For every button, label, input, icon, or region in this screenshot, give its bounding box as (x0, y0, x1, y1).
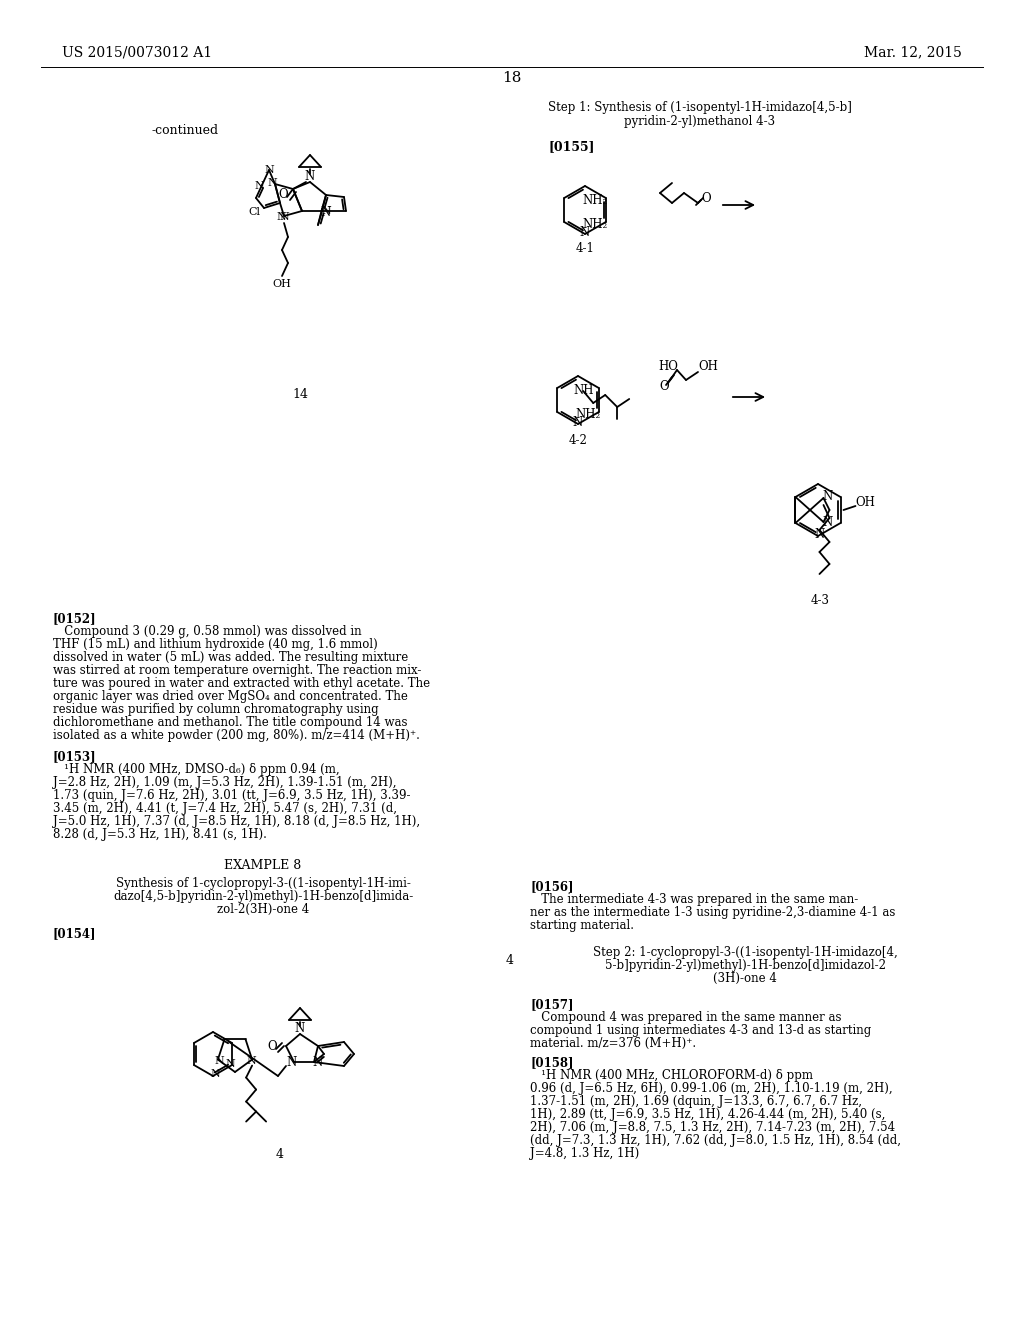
Text: OH: OH (855, 495, 876, 508)
Text: N: N (321, 206, 331, 219)
Text: N: N (295, 1023, 305, 1035)
Text: 8.28 (d, J=5.3 Hz, 1H), 8.41 (s, 1H).: 8.28 (d, J=5.3 Hz, 1H), 8.41 (s, 1H). (53, 828, 267, 841)
Text: [0156]: [0156] (530, 880, 573, 894)
Text: ture was poured in water and extracted with ethyl acetate. The: ture was poured in water and extracted w… (53, 677, 430, 690)
Text: O: O (659, 380, 669, 392)
Text: J=2.8 Hz, 2H), 1.09 (m, J=5.3 Hz, 2H), 1.39-1.51 (m, 2H),: J=2.8 Hz, 2H), 1.09 (m, J=5.3 Hz, 2H), 1… (53, 776, 396, 789)
Text: J=4.8, 1.3 Hz, 1H): J=4.8, 1.3 Hz, 1H) (530, 1147, 639, 1160)
Text: Mar. 12, 2015: Mar. 12, 2015 (864, 45, 962, 59)
Text: 5-b]pyridin-2-yl)methyl)-1H-benzo[d]imidazol-2: 5-b]pyridin-2-yl)methyl)-1H-benzo[d]imid… (604, 960, 886, 972)
Text: dichloromethane and methanol. The title compound 14 was: dichloromethane and methanol. The title … (53, 715, 408, 729)
Text: [0153]: [0153] (53, 750, 96, 763)
Text: dazo[4,5-b]pyridin-2-yl)methyl)-1H-benzo[d]imida-: dazo[4,5-b]pyridin-2-yl)methyl)-1H-benzo… (113, 890, 413, 903)
Text: (dd, J=7.3, 1.3 Hz, 1H), 7.62 (dd, J=8.0, 1.5 Hz, 1H), 8.54 (dd,: (dd, J=7.3, 1.3 Hz, 1H), 7.62 (dd, J=8.0… (530, 1134, 901, 1147)
Text: 4-2: 4-2 (568, 433, 588, 446)
Text: J=5.0 Hz, 1H), 7.37 (d, J=8.5 Hz, 1H), 8.18 (d, J=8.5 Hz, 1H),: J=5.0 Hz, 1H), 7.37 (d, J=8.5 Hz, 1H), 8… (53, 814, 420, 828)
Text: -continued: -continued (152, 124, 218, 136)
Text: [0152]: [0152] (53, 612, 96, 624)
Text: N: N (276, 213, 286, 222)
Text: N: N (815, 528, 825, 540)
Text: 4: 4 (276, 1148, 284, 1162)
Text: N: N (305, 170, 315, 183)
Text: O: O (279, 189, 288, 202)
Text: ¹H NMR (400 MHz, CHLOROFORM-d) δ ppm: ¹H NMR (400 MHz, CHLOROFORM-d) δ ppm (530, 1069, 813, 1082)
Text: 3.45 (m, 2H), 4.41 (t, J=7.4 Hz, 2H), 5.47 (s, 2H), 7.31 (d,: 3.45 (m, 2H), 4.41 (t, J=7.4 Hz, 2H), 5.… (53, 803, 397, 814)
Text: N: N (267, 178, 276, 187)
Text: was stirred at room temperature overnight. The reaction mix-: was stirred at room temperature overnigh… (53, 664, 421, 677)
Text: Compound 4 was prepared in the same manner as: Compound 4 was prepared in the same mann… (530, 1011, 842, 1024)
Text: [0158]: [0158] (530, 1056, 573, 1069)
Text: [0155]: [0155] (549, 140, 596, 153)
Text: OH: OH (698, 360, 718, 374)
Text: N: N (322, 206, 331, 216)
Text: NH₂: NH₂ (583, 218, 607, 231)
Text: Synthesis of 1-cyclopropyl-3-((1-isopentyl-1H-imi-: Synthesis of 1-cyclopropyl-3-((1-isopent… (116, 876, 411, 890)
Text: N: N (264, 165, 273, 176)
Text: N: N (280, 213, 289, 222)
Text: N: N (822, 491, 833, 503)
Text: O: O (267, 1040, 276, 1052)
Text: zol-2(3H)-one 4: zol-2(3H)-one 4 (217, 903, 309, 916)
Text: isolated as a white powder (200 mg, 80%). m/z=414 (M+H)⁺.: isolated as a white powder (200 mg, 80%)… (53, 729, 420, 742)
Text: NH: NH (573, 384, 594, 396)
Text: HO: HO (658, 360, 678, 374)
Text: EXAMPLE 8: EXAMPLE 8 (224, 859, 302, 873)
Text: dissolved in water (5 mL) was added. The resulting mixture: dissolved in water (5 mL) was added. The… (53, 651, 409, 664)
Text: The intermediate 4-3 was prepared in the same man-: The intermediate 4-3 was prepared in the… (530, 894, 858, 906)
Text: NH₂: NH₂ (575, 408, 600, 421)
Text: [0157]: [0157] (530, 998, 573, 1011)
Text: 4-3: 4-3 (811, 594, 829, 606)
Text: NH₂: NH₂ (583, 194, 607, 206)
Text: 1.37-1.51 (m, 2H), 1.69 (dquin, J=13.3, 6.7, 6.7, 6.7 Hz,: 1.37-1.51 (m, 2H), 1.69 (dquin, J=13.3, … (530, 1096, 862, 1107)
Text: ¹H NMR (400 MHz, DMSO-d₆) δ ppm 0.94 (m,: ¹H NMR (400 MHz, DMSO-d₆) δ ppm 0.94 (m, (53, 763, 340, 776)
Text: 14: 14 (292, 388, 308, 401)
Text: N: N (580, 227, 590, 239)
Text: US 2015/0073012 A1: US 2015/0073012 A1 (62, 45, 212, 59)
Text: N: N (246, 1056, 256, 1065)
Text: [0154]: [0154] (53, 927, 96, 940)
Text: starting material.: starting material. (530, 919, 634, 932)
Text: (3H)-one 4: (3H)-one 4 (713, 972, 777, 985)
Text: pyridin-2-yl)methanol 4-3: pyridin-2-yl)methanol 4-3 (625, 115, 775, 128)
Text: ner as the intermediate 1-3 using pyridine-2,3-diamine 4-1 as: ner as the intermediate 1-3 using pyridi… (530, 906, 895, 919)
Text: N: N (313, 1056, 324, 1069)
Text: THF (15 mL) and lithium hydroxide (40 mg, 1.6 mmol): THF (15 mL) and lithium hydroxide (40 mg… (53, 638, 378, 651)
Text: Step 2: 1-cyclopropyl-3-((1-isopentyl-1H-imidazo[4,: Step 2: 1-cyclopropyl-3-((1-isopentyl-1H… (593, 946, 897, 960)
Text: N: N (214, 1056, 224, 1065)
Text: N: N (225, 1059, 234, 1069)
Text: 0.96 (d, J=6.5 Hz, 6H), 0.99-1.06 (m, 2H), 1.10-1.19 (m, 2H),: 0.96 (d, J=6.5 Hz, 6H), 0.99-1.06 (m, 2H… (530, 1082, 893, 1096)
Text: Step 1: Synthesis of (1-isopentyl-1H-imidazo[4,5-b]: Step 1: Synthesis of (1-isopentyl-1H-imi… (548, 100, 852, 114)
Text: residue was purified by column chromatography using: residue was purified by column chromatog… (53, 704, 379, 715)
Text: Cl: Cl (248, 207, 260, 216)
Text: N: N (210, 1069, 220, 1078)
Text: OH: OH (272, 279, 292, 289)
Text: N: N (572, 417, 583, 429)
Text: Compound 3 (0.29 g, 0.58 mmol) was dissolved in: Compound 3 (0.29 g, 0.58 mmol) was disso… (53, 624, 361, 638)
Text: N: N (254, 181, 264, 191)
Text: N: N (822, 516, 833, 529)
Text: O: O (701, 193, 711, 206)
Text: 1H), 2.89 (tt, J=6.9, 3.5 Hz, 1H), 4.26-4.44 (m, 2H), 5.40 (s,: 1H), 2.89 (tt, J=6.9, 3.5 Hz, 1H), 4.26-… (530, 1107, 886, 1121)
Text: N: N (287, 1056, 297, 1069)
Text: 2H), 7.06 (m, J=8.8, 7.5, 1.3 Hz, 2H), 7.14-7.23 (m, 2H), 7.54: 2H), 7.06 (m, J=8.8, 7.5, 1.3 Hz, 2H), 7… (530, 1121, 895, 1134)
Text: compound 1 using intermediates 4-3 and 13-d as starting: compound 1 using intermediates 4-3 and 1… (530, 1024, 871, 1038)
Text: material. m/z=376 (M+H)⁺.: material. m/z=376 (M+H)⁺. (530, 1038, 696, 1049)
Text: organic layer was dried over MgSO₄ and concentrated. The: organic layer was dried over MgSO₄ and c… (53, 690, 408, 704)
Text: 4-1: 4-1 (575, 242, 595, 255)
Text: 18: 18 (503, 71, 521, 84)
Text: 1.73 (quin, J=7.6 Hz, 2H), 3.01 (tt, J=6.9, 3.5 Hz, 1H), 3.39-: 1.73 (quin, J=7.6 Hz, 2H), 3.01 (tt, J=6… (53, 789, 411, 803)
Text: 4: 4 (506, 953, 514, 966)
